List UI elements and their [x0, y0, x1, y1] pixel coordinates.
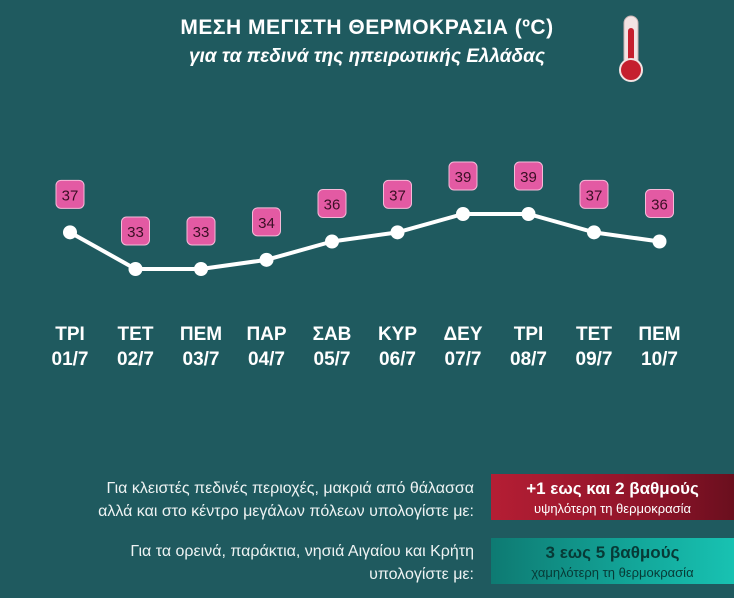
data-label: 37 — [389, 187, 406, 204]
cool-note: Για τα ορεινά, παράκτια, νησιά Αιγαίου κ… — [0, 540, 474, 586]
data-point — [325, 234, 339, 249]
data-label: 39 — [455, 169, 472, 186]
x-tick-day: ΣΑΒ — [313, 324, 352, 345]
x-tick-day: ΠΕΜ — [180, 324, 222, 345]
data-label-box — [317, 189, 347, 218]
chart-subtitle: για τα πεδινά της ηπειρωτικής Ελλάδας — [188, 46, 546, 67]
data-label-box — [514, 161, 543, 191]
x-tick-date: 07/7 — [445, 349, 482, 370]
chart-title: ΜΕΣΗ ΜΕΓΙΣΤΗ ΘΕΡΜΟΚΡΑΣΙΑ (ºC) — [180, 16, 554, 39]
x-tick-date: 04/7 — [248, 349, 285, 370]
hot-note: Για κλειστές πεδινές περιοχές, μακριά απ… — [0, 477, 474, 523]
x-tick-date: 06/7 — [379, 349, 416, 370]
x-tick-day: ΠΕΜ — [638, 324, 680, 345]
data-label-box — [645, 189, 674, 218]
cool-note-line1: Για τα ορεινά, παράκτια, νησιά Αιγαίου κ… — [130, 543, 474, 560]
x-tick-day: ΤΡΙ — [55, 324, 85, 345]
data-point — [128, 262, 143, 276]
data-label: 36 — [324, 197, 341, 214]
data-label-box — [579, 179, 609, 209]
x-tick-day: ΤΕΤ — [576, 324, 612, 345]
x-tick-day: ΚΥΡ — [378, 324, 417, 345]
data-label-box — [55, 179, 85, 209]
data-label: 33 — [193, 224, 210, 241]
data-point — [194, 262, 208, 276]
data-label: 36 — [651, 197, 668, 214]
thermometer-icon — [619, 15, 643, 82]
cool-adjustment-box: 3 εως 5 βαθμούς χαμηλότερη τη θερμοκρασί… — [491, 538, 734, 584]
data-label-box — [186, 216, 216, 246]
data-point — [259, 252, 274, 267]
cool-adjustment-value: 3 εως 5 βαθμούς — [545, 543, 680, 562]
x-tick-day: ΔΕΥ — [443, 324, 482, 345]
hot-adjustment-value: +1 εως και 2 βαθμούς — [526, 479, 699, 498]
data-label-box — [383, 179, 412, 209]
hot-adjustment-box: +1 εως και 2 βαθμούς υψηλότερη τη θερμοκ… — [491, 474, 734, 520]
x-tick-date: 05/7 — [314, 349, 351, 370]
data-label: 34 — [258, 215, 275, 232]
x-tick-date: 08/7 — [510, 349, 547, 370]
data-point — [652, 234, 667, 249]
data-point — [390, 225, 405, 240]
x-tick-day: ΤΕΤ — [118, 324, 154, 345]
hot-note-line2: αλλά και στο κέντρο μεγάλων πόλεων υπολο… — [98, 503, 474, 520]
hot-note-line1: Για κλειστές πεδινές περιοχές, μακριά απ… — [106, 480, 474, 497]
x-tick-date: 02/7 — [117, 349, 154, 370]
data-point — [456, 207, 470, 221]
data-label: 33 — [127, 224, 144, 241]
data-label-box — [252, 207, 281, 237]
x-tick-date: 03/7 — [183, 349, 220, 370]
x-tick-date: 09/7 — [576, 349, 613, 370]
data-point — [63, 225, 77, 240]
data-label-box — [448, 161, 478, 191]
series-line — [69, 212, 660, 271]
data-label-box — [121, 216, 150, 246]
x-tick-day: ΤΡΙ — [514, 324, 544, 345]
temperature-line-chart: 37 ΤΡΙ 01/7 33 ΤΕΤ 02/7 33 ΠΕΜ 03/7 34 ΠΑΡ 04/7 36 ΣΑ… — [52, 161, 681, 370]
data-label: 37 — [62, 187, 79, 204]
data-point — [521, 207, 536, 221]
cool-adjustment-caption: χαμηλότερη τη θερμοκρασία — [531, 565, 694, 580]
hot-adjustment-caption: υψηλότερη τη θερμοκρασία — [533, 501, 692, 516]
x-tick-date: 10/7 — [641, 349, 678, 370]
x-tick-date: 01/7 — [52, 349, 89, 370]
data-label: 37 — [586, 187, 603, 204]
data-point — [587, 225, 601, 240]
x-tick-day: ΠΑΡ — [246, 324, 286, 345]
data-label: 39 — [520, 169, 537, 186]
cool-note-line2: υπολογίστε με: — [369, 566, 474, 583]
